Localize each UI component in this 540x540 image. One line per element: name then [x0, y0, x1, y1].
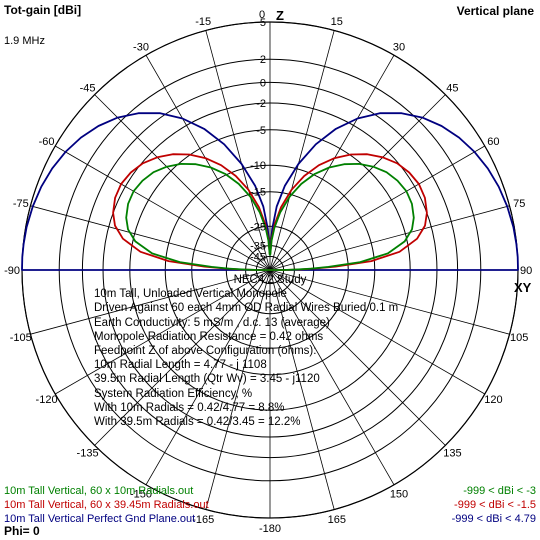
legend-range-1: -999 < dBi < -3: [463, 485, 536, 497]
grid-spoke: [269, 55, 395, 271]
angle-tick-label: 120: [484, 394, 502, 406]
radial-tick-label: 5: [260, 17, 266, 29]
radial-tick-label: 2: [260, 54, 266, 66]
radial-tick-label: -25: [250, 221, 266, 233]
angle-tick-label: -120: [36, 394, 58, 406]
angle-tick-label: 30: [393, 42, 405, 54]
radial-tick-label: -10: [250, 160, 266, 172]
angle-tick-label: -45: [80, 83, 96, 95]
angle-tick-label: 165: [328, 514, 346, 526]
angle-tick-label: -135: [77, 447, 99, 459]
grid-spoke: [145, 55, 271, 271]
grid-spoke: [205, 30, 271, 271]
angle-tick-label: 75: [513, 198, 525, 210]
angle-tick-label: 150: [390, 488, 408, 500]
grid-spoke: [94, 94, 271, 271]
angle-tick-label: -15: [195, 16, 211, 28]
legend-file-2: 10m Tall Vertical, 60 x 39.45m Radials.o…: [4, 499, 209, 511]
grid-spoke: [205, 269, 271, 510]
grid-spoke: [94, 269, 271, 446]
angle-tick-label: -150: [130, 488, 152, 500]
grid-spoke: [55, 145, 271, 271]
study-line: Driven Against 60 each 4mm OD Radial Wir…: [94, 302, 399, 315]
angle-tick-label: -180: [259, 523, 281, 535]
study-line: Feedpoint Z of above Configuration (ohms…: [94, 345, 317, 358]
angle-tick-label: 90: [520, 265, 532, 277]
angle-tick-label: -165: [192, 514, 214, 526]
grid-spoke: [145, 269, 271, 485]
study-line: With 10m Radials = 0.42/4.77 = 8.8%: [94, 401, 285, 414]
angle-tick-label: -75: [13, 198, 29, 210]
grid-spoke: [269, 269, 510, 335]
radial-tick-label: -5: [256, 125, 266, 137]
radial-tick-label: -2: [256, 98, 266, 110]
grid-spoke: [30, 205, 271, 271]
pattern-traces: [21, 112, 519, 271]
study-line: With 39.5m Radials = 0.42/3.45 = 12.2%: [94, 416, 301, 429]
angle-tick-label: 60: [487, 136, 499, 148]
grid-spoke: [269, 30, 335, 271]
angle-tick-label: 135: [443, 447, 461, 459]
angle-tick-label: 105: [510, 332, 528, 344]
pattern-series-3: [125, 163, 415, 271]
grid-spoke: [269, 205, 510, 271]
angle-tick-label: -30: [133, 42, 149, 54]
study-line: 39.5m Radial Length (Qtr Wv) = 3.45 - j1…: [94, 373, 320, 386]
angle-tick-label: 15: [331, 16, 343, 28]
grid-spoke: [269, 269, 485, 395]
xy-axis-label: XY: [514, 280, 532, 295]
angle-tick-label: -90: [4, 265, 20, 277]
radial-tick-label: -45: [250, 251, 266, 263]
polar-labels: 0153045607590105120135150165-180-165-150…: [4, 9, 532, 535]
angle-tick-label: 0: [259, 9, 265, 21]
grid-spoke: [269, 94, 446, 271]
legend-file-1: 10m Tall Vertical, 60 x 10m Radials.out: [4, 485, 194, 497]
grid-spoke: [269, 269, 335, 510]
grid-spoke: [269, 269, 446, 446]
grid-spoke: [269, 269, 395, 485]
z-axis-label: Z: [276, 8, 284, 23]
grid-spoke: [55, 269, 271, 395]
phi-label: Phi= 0: [4, 524, 40, 538]
plane-title: Vertical plane: [456, 4, 534, 18]
study-line: System Radiation Efficiency, %: [94, 387, 253, 400]
grid-spoke: [269, 145, 485, 271]
gain-unit-title: Tot-gain [dBi]: [4, 3, 82, 17]
legend-range-3: -999 < dBi < 4.79: [451, 513, 536, 525]
study-notes: NEC4.2 Study 10m Tall, Unloaded Vertical…: [92, 273, 448, 429]
legend-range-2: -999 < dBi < -1.5: [454, 499, 536, 511]
angle-tick-label: 45: [446, 83, 458, 95]
angle-tick-label: -60: [39, 136, 55, 148]
frequency-label: 1.9 MHz: [4, 35, 45, 47]
study-line: Monopole Radiation Resistance = 0.42 ohm…: [94, 330, 324, 343]
legend-file-3: 10m Tall Vertical Perfect Gnd Plane.out: [4, 513, 196, 525]
study-title: NEC4.2 Study: [233, 274, 307, 286]
radial-tick-label: 0: [260, 77, 266, 89]
study-line: 10m Radial Length = 4.77 - j 1108: [94, 359, 267, 372]
radial-tick-label: -35: [250, 241, 266, 253]
radial-tick-label: -15: [250, 187, 266, 199]
grid-spoke: [30, 269, 271, 335]
study-line: 10m Tall, Unloaded Vertical Monopole: [94, 288, 287, 301]
study-line: Earth Conductivity: 5 mS/m , d.c. 13 (av…: [94, 316, 330, 329]
angle-tick-label: -105: [10, 332, 32, 344]
